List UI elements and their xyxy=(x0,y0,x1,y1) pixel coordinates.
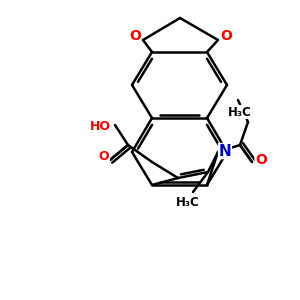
Text: HO: HO xyxy=(89,121,110,134)
Text: O: O xyxy=(255,153,267,167)
Text: O: O xyxy=(99,151,109,164)
Text: O: O xyxy=(220,29,232,43)
Text: O: O xyxy=(129,29,141,43)
Text: N: N xyxy=(219,143,231,158)
Text: H₃C: H₃C xyxy=(228,106,252,118)
Text: H₃C: H₃C xyxy=(176,196,200,209)
